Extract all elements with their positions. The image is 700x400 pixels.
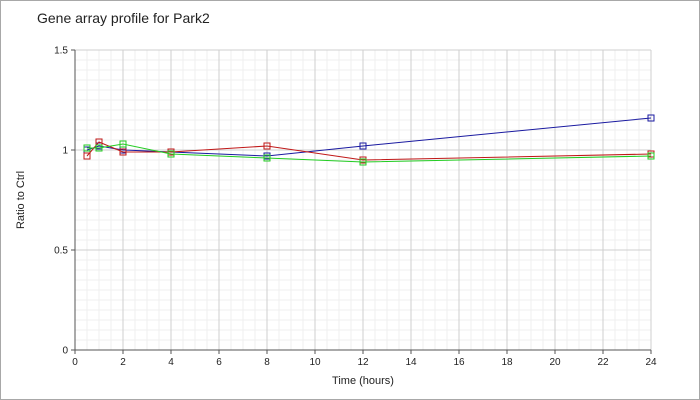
data-point-marker	[83, 144, 91, 152]
axis-ticks	[71, 49, 652, 354]
chart-title: Gene array profile for Park2	[37, 10, 210, 26]
x-tick-label: 4	[168, 357, 174, 368]
y-axis-label: Ratio to Ctrl	[15, 171, 27, 229]
data-point-marker	[263, 154, 271, 162]
data-point-marker	[359, 142, 367, 150]
data-point-marker	[263, 142, 271, 150]
y-tick-label: 0.5	[54, 246, 68, 257]
series-group	[83, 114, 655, 166]
data-point-marker	[83, 152, 91, 160]
x-tick-label: 6	[216, 357, 222, 368]
x-tick-label: 22	[597, 357, 609, 368]
data-point-marker	[95, 144, 103, 152]
data-point-marker	[167, 150, 175, 158]
x-tick-label: 16	[453, 357, 465, 368]
x-tick-label: 14	[405, 357, 417, 368]
x-tick-label: 10	[309, 357, 321, 368]
series-line	[86, 141, 652, 161]
x-tick-label: 24	[645, 357, 657, 368]
data-point-marker	[647, 152, 655, 160]
x-tick-label: 18	[501, 357, 513, 368]
x-tick-labels: 0 2 4 6 8 10 12 14 16 18 20 22 24	[72, 357, 657, 368]
x-tick-label: 8	[264, 357, 270, 368]
y-tick-label: 1	[62, 146, 68, 157]
x-axis-label: Time (hours)	[332, 375, 394, 387]
x-tick-label: 20	[549, 357, 561, 368]
series-line	[87, 143, 652, 163]
data-point-marker	[119, 148, 127, 156]
x-tick-label: 2	[120, 357, 126, 368]
y-tick-label: 1.5	[54, 46, 68, 57]
y-tick-label: 0	[62, 346, 68, 357]
y-tick-labels: 0 0.5 1 1.5	[54, 46, 68, 357]
data-point-marker	[359, 158, 367, 166]
x-tick-label: 0	[72, 357, 78, 368]
series-3	[83, 140, 655, 166]
data-point-marker	[647, 114, 655, 122]
x-tick-label: 12	[357, 357, 369, 368]
data-point-marker	[119, 140, 127, 148]
